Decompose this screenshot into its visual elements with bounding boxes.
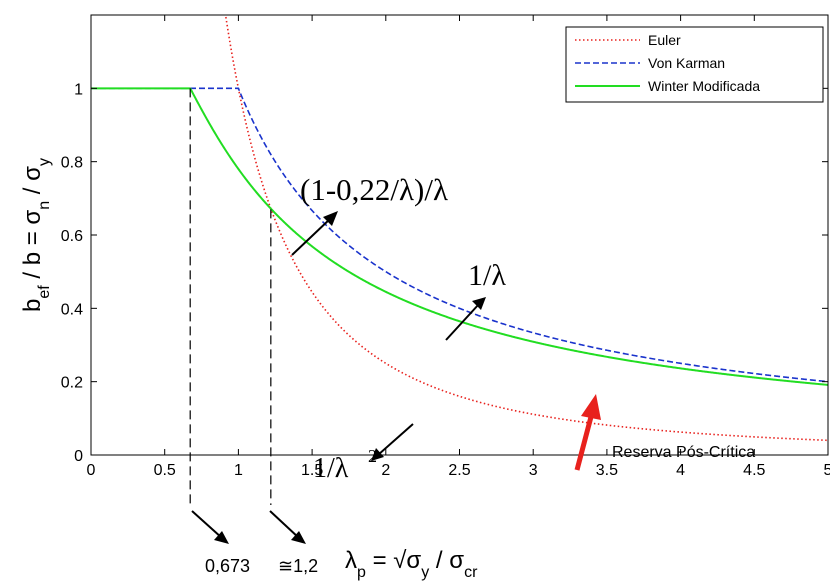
marker-0673-arrowhead xyxy=(214,531,229,544)
x-tick-label: 3 xyxy=(529,462,538,479)
x-tick-label: 3.5 xyxy=(596,462,618,479)
marker-0673-arrow xyxy=(191,510,223,539)
y-tick-label: 1 xyxy=(74,81,83,98)
euler-formula-arrowhead xyxy=(371,448,384,461)
series-line-von-karman xyxy=(91,87,828,383)
y-tick-label: 0.8 xyxy=(61,155,83,172)
legend-label-winter: Winter Modificada xyxy=(648,78,760,94)
karman-formula-arrow xyxy=(445,303,480,341)
marker-12-label: ≅1,2 xyxy=(278,556,318,576)
series-line-winter-modificada xyxy=(91,87,828,386)
legend-box xyxy=(565,26,824,103)
karman-formula-label: 1/λ xyxy=(468,259,506,292)
y-tick-label: 0.6 xyxy=(61,228,83,245)
euler-formula-arrow xyxy=(377,423,414,456)
x-axis-title: λp = √σy / σcr xyxy=(345,547,478,581)
marker-drop-lines xyxy=(189,88,272,505)
reserve-arrow xyxy=(574,412,595,471)
y-axis-title: bef / b = σn / σy xyxy=(19,158,53,312)
x-axis-ticks: 0 0.5 1 1.5 2 2.5 3 3.5 4 4.5 5 xyxy=(87,15,830,479)
y-tick-label: 0.2 xyxy=(61,375,83,392)
y-axis-ticks: 0 0.2 0.4 0.6 0.8 1 xyxy=(61,81,828,465)
x-tick-label: 2 xyxy=(381,462,390,479)
reserve-label: Reserva Pós-Crítica xyxy=(612,444,755,461)
marker-0673-label: 0,673 xyxy=(205,556,250,576)
x-tick-label: 1 xyxy=(234,462,243,479)
x-tick-label: 0 xyxy=(87,462,96,479)
euler-formula-label: 1/λ xyxy=(313,453,349,484)
euler-formula-exponent: 2 xyxy=(368,446,377,466)
y-tick-label: 0 xyxy=(74,448,83,465)
x-tick-label: 4.5 xyxy=(743,462,765,479)
x-tick-label: 0.5 xyxy=(154,462,176,479)
curves xyxy=(91,15,828,442)
y-tick-label: 0.4 xyxy=(61,301,83,318)
winter-formula-arrow xyxy=(291,217,332,256)
karman-formula-arrowhead xyxy=(472,297,486,310)
winter-formula-arrowhead xyxy=(323,211,338,226)
x-tick-label: 5 xyxy=(824,462,830,479)
x-tick-label: 4 xyxy=(676,462,685,479)
annotations: (1-0,22/λ)/λ 1/λ 1/λ 2 Reserva Pós-Críti… xyxy=(191,172,755,576)
marker-12-arrowhead xyxy=(291,531,306,544)
winter-formula-label: (1-0,22/λ)/λ xyxy=(300,172,448,207)
x-tick-label: 1.5 xyxy=(301,462,323,479)
x-tick-label: 2.5 xyxy=(448,462,470,479)
reserve-arrowhead xyxy=(581,394,601,420)
legend-label-von-karman: Von Karman xyxy=(648,55,725,71)
legend: Euler Von Karman Winter Modificada xyxy=(565,26,824,103)
marker-12-arrow xyxy=(269,510,300,539)
legend-label-euler: Euler xyxy=(648,32,681,48)
series-line-euler xyxy=(224,15,828,442)
